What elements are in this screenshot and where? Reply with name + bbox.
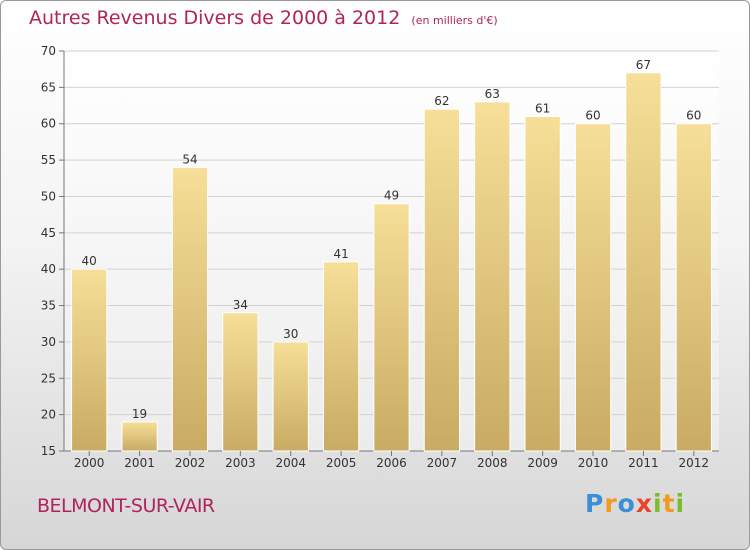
- bar: [474, 101, 511, 452]
- x-tick-label: 2002: [175, 456, 206, 470]
- x-tick-label: 2005: [326, 456, 357, 470]
- x-tick-label: 2001: [124, 456, 155, 470]
- x-tick-label: 2009: [527, 456, 558, 470]
- x-tick-label: 2008: [477, 456, 508, 470]
- bar: [423, 108, 461, 452]
- x-tick-label: 2011: [628, 456, 659, 470]
- bar: [574, 123, 612, 452]
- y-tick-label: 30: [41, 335, 56, 349]
- y-tick-label: 50: [41, 189, 56, 203]
- bar: [171, 166, 209, 452]
- bar: [322, 261, 360, 452]
- bar: [222, 312, 259, 452]
- y-tick-label: 20: [41, 408, 56, 422]
- x-tick-label: 2003: [225, 456, 256, 470]
- chart-subtitle: (en milliers d'€): [411, 14, 498, 27]
- logo-letter: t: [662, 489, 676, 518]
- y-tick-label: 55: [41, 153, 56, 167]
- logo-letter: o: [617, 489, 636, 518]
- bar: [524, 115, 561, 452]
- x-tick-label: 2004: [275, 456, 306, 470]
- y-tick-label: 60: [41, 117, 56, 131]
- chart-title-block: Autres Revenus Divers de 2000 à 2012 (en…: [29, 7, 498, 29]
- y-tick-label: 15: [41, 444, 56, 458]
- x-tick-label: 2012: [679, 456, 710, 470]
- logo-letter: i: [653, 489, 663, 518]
- y-tick-label: 25: [41, 371, 56, 385]
- data-label: 60: [585, 109, 600, 123]
- data-label: 67: [636, 58, 651, 72]
- data-label: 63: [485, 87, 500, 101]
- data-label: 62: [434, 94, 449, 108]
- logo-letter: P: [585, 489, 605, 518]
- y-tick-label: 35: [41, 299, 56, 313]
- logo-letter: r: [604, 489, 618, 518]
- logo-letter: i: [675, 489, 686, 518]
- bar: [625, 72, 662, 452]
- data-label: 61: [535, 101, 550, 115]
- bar: [71, 268, 108, 452]
- y-tick-label: 45: [41, 226, 56, 240]
- x-tick-label: 2000: [74, 456, 105, 470]
- data-label: 54: [182, 152, 197, 166]
- y-tick-label: 40: [41, 262, 56, 276]
- bar: [121, 421, 158, 452]
- logo-letter: x: [635, 489, 653, 518]
- data-label: 60: [686, 109, 701, 123]
- data-label: 49: [384, 189, 399, 203]
- commune-name: BELMONT-SUR-VAIR: [37, 495, 215, 517]
- bar: [373, 203, 410, 452]
- data-label: 34: [233, 298, 248, 312]
- chart-title: Autres Revenus Divers de 2000 à 2012: [29, 7, 401, 29]
- data-label: 30: [283, 327, 298, 341]
- data-label: 41: [333, 247, 348, 261]
- proxiti-logo: Proxiti: [585, 489, 685, 518]
- y-tick-label: 65: [41, 80, 56, 94]
- data-label: 40: [82, 254, 97, 268]
- bar: [675, 123, 712, 452]
- y-tick-label: 70: [41, 44, 56, 58]
- x-tick-label: 2007: [427, 456, 458, 470]
- x-tick-label: 2010: [578, 456, 609, 470]
- x-tick-label: 2006: [376, 456, 407, 470]
- bar: [272, 341, 309, 452]
- data-label: 19: [132, 407, 147, 421]
